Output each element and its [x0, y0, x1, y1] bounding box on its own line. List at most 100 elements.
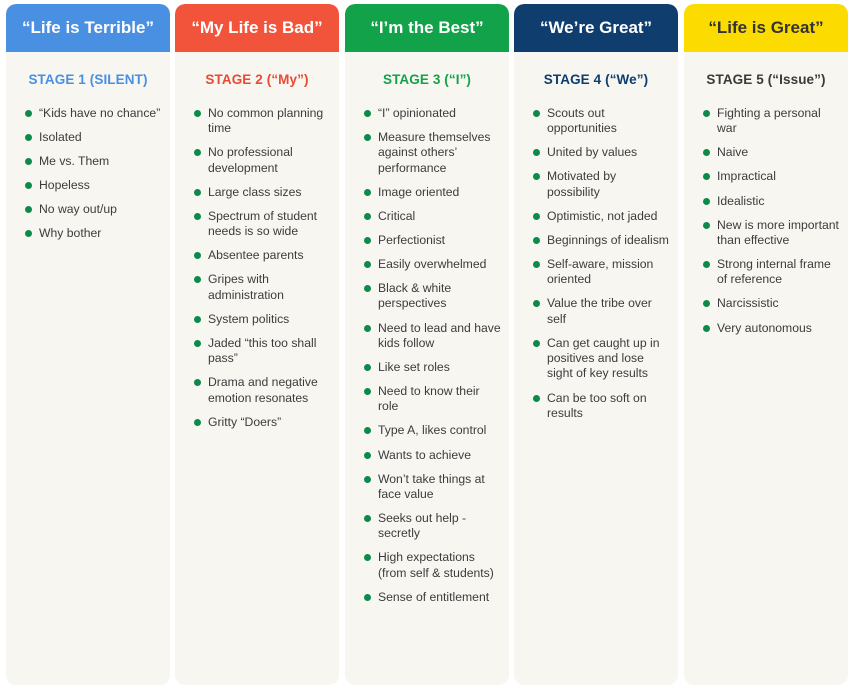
- list-item-text: Optimistic, not jaded: [547, 208, 658, 223]
- list-item: Critical: [345, 209, 509, 224]
- bullet-dot-icon: [194, 149, 201, 157]
- list-item: Naive: [684, 145, 848, 160]
- stage-2-column: “My Life is Bad” STAGE 2 (“My”) No commo…: [175, 4, 339, 685]
- bullet-dot-icon: [25, 182, 32, 190]
- list-item: Motivated by possibility: [514, 169, 678, 200]
- list-item-text: “Kids have no chance”: [39, 106, 161, 120]
- bullet-dot-icon: [364, 515, 371, 522]
- list-item-text: Large class sizes: [208, 184, 302, 199]
- stage-5-title: STAGE 5 (“Issue”): [706, 72, 826, 87]
- stage-4-title: STAGE 4 (“We”): [543, 72, 649, 87]
- list-item-text: Narcissistic: [717, 296, 779, 311]
- list-item: No common planning time: [175, 106, 339, 137]
- list-item: Need to lead and have kids follow: [345, 321, 509, 352]
- bullet-dot-icon: [533, 394, 540, 402]
- list-item-text: No common planning time: [208, 106, 324, 136]
- bullet-dot-icon: [364, 554, 371, 562]
- list-item-text: Can be too soft on results: [547, 390, 647, 420]
- list-item-text: Hopeless: [39, 178, 90, 193]
- bullet-dot-icon: [25, 110, 32, 117]
- bullet-dot-icon: [194, 276, 201, 284]
- list-item-text: Seeks out help - secretly: [378, 511, 467, 541]
- stage-3-column: “I’m the Best” STAGE 3 (“I”) “I” opinion…: [345, 4, 509, 685]
- list-item: No professional development: [175, 145, 339, 176]
- list-item: Gritty “Doers”: [175, 415, 339, 430]
- bullet-dot-icon: [703, 149, 710, 157]
- list-item: Strong internal frame of reference: [684, 257, 848, 288]
- bullet-dot-icon: [533, 173, 540, 181]
- list-item: United by values: [514, 145, 678, 160]
- list-item: No way out/up: [6, 202, 170, 217]
- list-item: Very autonomous: [684, 321, 848, 336]
- list-item: Seeks out help - secretly: [345, 511, 509, 542]
- list-item-text: Isolated: [39, 130, 82, 145]
- bullet-dot-icon: [364, 451, 371, 459]
- list-item: Isolated: [6, 130, 170, 145]
- list-item: Hopeless: [6, 178, 170, 193]
- list-item: Jaded “this too shall pass”: [175, 336, 339, 367]
- bullet-dot-icon: [364, 236, 371, 244]
- list-item-text: Scouts out opportunities: [547, 106, 617, 136]
- list-item-text: New is more important than effective: [717, 217, 839, 247]
- list-item-text: Impractical: [717, 169, 776, 184]
- list-item: Type A, likes control: [345, 423, 509, 438]
- bullet-dot-icon: [703, 261, 710, 269]
- list-item: “I” opinionated: [345, 106, 509, 121]
- bullet-dot-icon: [25, 158, 32, 166]
- bullet-dot-icon: [533, 212, 540, 220]
- bullet-dot-icon: [25, 230, 32, 238]
- list-item-text: Motivated by possibility: [547, 169, 617, 199]
- stage-1-title: STAGE 1 (SILENT): [28, 72, 148, 87]
- list-item: Scouts out opportunities: [514, 106, 678, 137]
- bullet-dot-icon: [364, 427, 371, 435]
- list-item-text: Need to know their role: [378, 384, 480, 414]
- list-item-text: Won’t take things at face value: [378, 471, 485, 501]
- list-item-text: Need to lead and have kids follow: [378, 320, 501, 350]
- list-item-text: Easily overwhelmed: [378, 257, 487, 272]
- list-item-text: Perfectionist: [378, 232, 446, 247]
- list-item: Can get caught up in positives and lose …: [514, 336, 678, 382]
- stage-3-header: “I’m the Best”: [345, 4, 509, 52]
- bullet-dot-icon: [364, 261, 371, 269]
- list-item-text: Like set roles: [378, 359, 450, 374]
- bullet-dot-icon: [25, 134, 32, 142]
- list-item-text: Spectrum of student needs is so wide: [208, 208, 318, 239]
- stage-5-header: “Life is Great”: [684, 4, 848, 52]
- list-item: Narcissistic: [684, 296, 848, 311]
- bullet-dot-icon: [364, 593, 371, 601]
- list-item: Value the tribe over self: [514, 296, 678, 327]
- list-item-text: Naive: [717, 145, 749, 160]
- bullet-dot-icon: [533, 261, 540, 269]
- list-item-text: Drama and negative emotion resonates: [208, 375, 318, 405]
- list-item-text: Wants to achieve: [378, 447, 472, 462]
- bullet-dot-icon: [364, 475, 371, 483]
- list-item: Image oriented: [345, 185, 509, 200]
- list-item: Why bother: [6, 226, 170, 241]
- list-item: Need to know their role: [345, 384, 509, 415]
- bullet-dot-icon: [533, 110, 540, 117]
- bullet-dot-icon: [533, 300, 540, 308]
- stage-4-list: Scouts out opportunities United by values…: [514, 106, 678, 421]
- list-item: Impractical: [684, 169, 848, 184]
- list-item: High expectations (from self & students): [345, 550, 509, 581]
- list-item: Optimistic, not jaded: [514, 209, 678, 224]
- list-item-text: Sense of entitlement: [378, 589, 490, 604]
- list-item-text: Measure themselves against others’ perfo…: [378, 130, 491, 175]
- bullet-dot-icon: [703, 197, 710, 205]
- bullet-dot-icon: [703, 110, 710, 117]
- list-item: Like set roles: [345, 360, 509, 375]
- list-item: Large class sizes: [175, 185, 339, 200]
- list-item: Drama and negative emotion resonates: [175, 375, 339, 406]
- list-item: Can be too soft on results: [514, 391, 678, 422]
- bullet-dot-icon: [194, 212, 201, 220]
- bullet-dot-icon: [533, 149, 540, 157]
- bullet-dot-icon: [194, 110, 201, 117]
- bullet-dot-icon: [703, 173, 710, 181]
- bullet-dot-icon: [194, 315, 201, 323]
- stage-2-title: STAGE 2 (“My”): [205, 72, 309, 87]
- list-item: Easily overwhelmed: [345, 257, 509, 272]
- list-item: Idealistic: [684, 194, 848, 209]
- list-item: Beginnings of idealism: [514, 233, 678, 248]
- list-item-text: Beginnings of idealism: [547, 232, 669, 247]
- list-item-text: “I” opinionated: [378, 106, 456, 120]
